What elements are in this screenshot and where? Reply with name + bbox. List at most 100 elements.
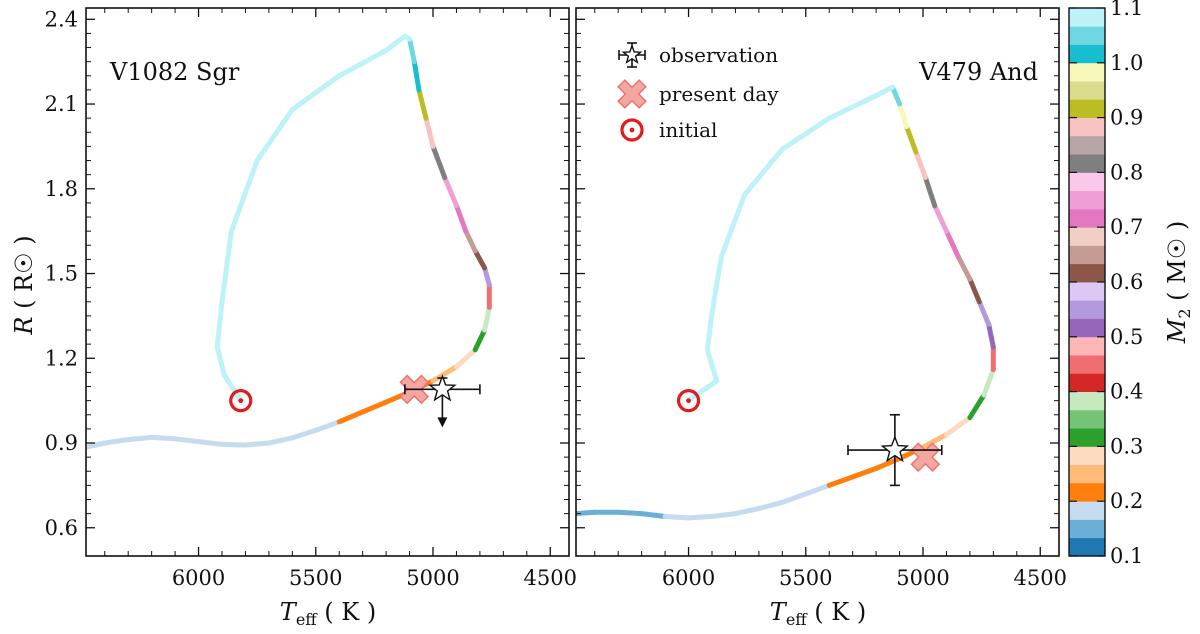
colorbar-swatch [1069,373,1105,392]
x-axis-label: Teff ( K ) [770,598,866,629]
colorbar-swatch [1069,263,1105,283]
track-segment [709,511,738,519]
x-tick-label: 6000 [172,566,225,590]
track-segment [932,203,949,234]
y-tick-label: 0.9 [45,431,78,455]
colorbar-swatch [1069,81,1105,100]
track-segment [904,124,919,155]
y-tick-label: 1.2 [45,346,78,370]
x-tick-label: 5000 [896,566,949,590]
y-tick-label: 2.4 [45,7,78,31]
colorbar-swatch [1069,8,1105,27]
track-segment [704,347,720,384]
initial-marker-icon [620,118,644,142]
y-tick-label: 1.5 [45,262,78,286]
track-segment [826,93,879,121]
observation-marker [404,374,481,428]
axis-ticks: 6000 5500 5000 4500 [576,8,1067,590]
track-segment [472,248,488,271]
track-segment [732,506,762,517]
colorbar-tick-label: 0.4 [1110,380,1143,404]
colorbar-swatch [1069,26,1105,45]
track-segment [472,327,488,353]
track-segment [482,265,492,288]
track-segment [704,310,715,353]
colorbar-ticks: 0.1 0.2 0.3 0.4 0.5 0.6 0.7 0.8 0.9 1.0 1.1 [1069,0,1143,568]
colorbar: 0.1 0.2 0.3 0.4 0.5 0.6 0.7 0.8 0.9 1.0 1.1 M2 ( M… [1068,0,1194,568]
legend-label: initial [659,118,717,142]
track-segment [336,409,366,425]
track-segment [221,372,244,404]
track-segment [214,299,225,350]
track-segment [967,392,987,421]
colorbar-swatch [1069,519,1105,539]
colorbar-swatch [1069,190,1105,210]
track-segment [430,143,448,180]
track-segment [718,191,748,260]
colorbar-swatch [1069,446,1105,466]
track-segment [850,465,879,480]
evolution-track [576,84,996,521]
track-segment [986,321,996,350]
track-segment [955,254,973,282]
x-tick-label: 5500 [289,566,342,590]
plot-frame [85,7,570,557]
track-segment [920,432,949,450]
panel-v479-and: 6000 5500 5000 4500 V479 And Teff ( K ) [575,7,1067,629]
colorbar-label: M2 ( M☉ ) [1163,221,1194,344]
legend: observation present day initial [617,42,779,142]
colorbar-tick-label: 0.1 [1110,544,1143,568]
colorbar-swatch [1069,117,1105,137]
x-tick-label: 4500 [1014,566,1067,590]
panel-v1082-sgr: 6000 5500 5000 4500 0.6 0.9 1.2 1.5 1.8 2.1 2.4 V1… [10,7,577,629]
track-segment [219,441,248,448]
colorbar-swatch [1069,300,1105,319]
track-segment [897,101,910,130]
colorbar-swatch [1069,135,1105,155]
track-segment [890,84,903,107]
track-segment [913,149,928,180]
markers [229,374,481,428]
y-axis-label: R ( R☉ ) [10,235,38,335]
panel-label: V1082 Sgr [109,58,240,86]
track-segment [336,47,389,79]
track-segment [981,367,996,398]
colorbar-swatch [1069,482,1105,502]
colorbar-tick-label: 0.9 [1110,106,1143,130]
track-segment [266,435,295,446]
panel-label: V479 And [918,58,1038,86]
track-segment [289,427,319,441]
track-segment [289,73,342,113]
track-segment [482,304,492,333]
colorbar-swatch [1069,44,1105,64]
track-segment [709,254,724,316]
legend-item-present-day: present day [617,79,779,109]
colorbar-tick-label: 0.7 [1110,215,1143,239]
track-segment [86,440,108,450]
observation-marker-icon [618,42,646,68]
markers [676,389,943,487]
axis-ticks: 6000 5500 5000 4500 0.6 0.9 1.2 1.5 1.8 2.1 2.4 [45,7,577,590]
x-tick-label: 4500 [524,566,577,590]
track-segment [430,364,459,384]
track-segment [873,84,895,99]
x-tick-label: 5500 [779,566,832,590]
track-segment [662,514,691,521]
colorbar-tick-label: 0.3 [1110,434,1143,458]
present-day-marker-icon [617,79,647,109]
track-segment [125,434,155,443]
track-segment [803,482,832,497]
colorbar-swatch [1069,336,1105,356]
x-axis-label: Teff ( K ) [280,598,376,629]
colorbar-swatch [1069,99,1105,118]
initial-marker [676,389,701,413]
legend-label: present day [659,82,779,106]
colorbar-tick-label: 0.8 [1110,160,1143,184]
observation-marker [847,413,943,487]
track-segment [944,228,961,260]
colorbar-swatch [1069,227,1105,246]
y-tick-label: 0.6 [45,516,78,540]
track-segment [686,378,720,404]
evolution-track [86,33,492,450]
